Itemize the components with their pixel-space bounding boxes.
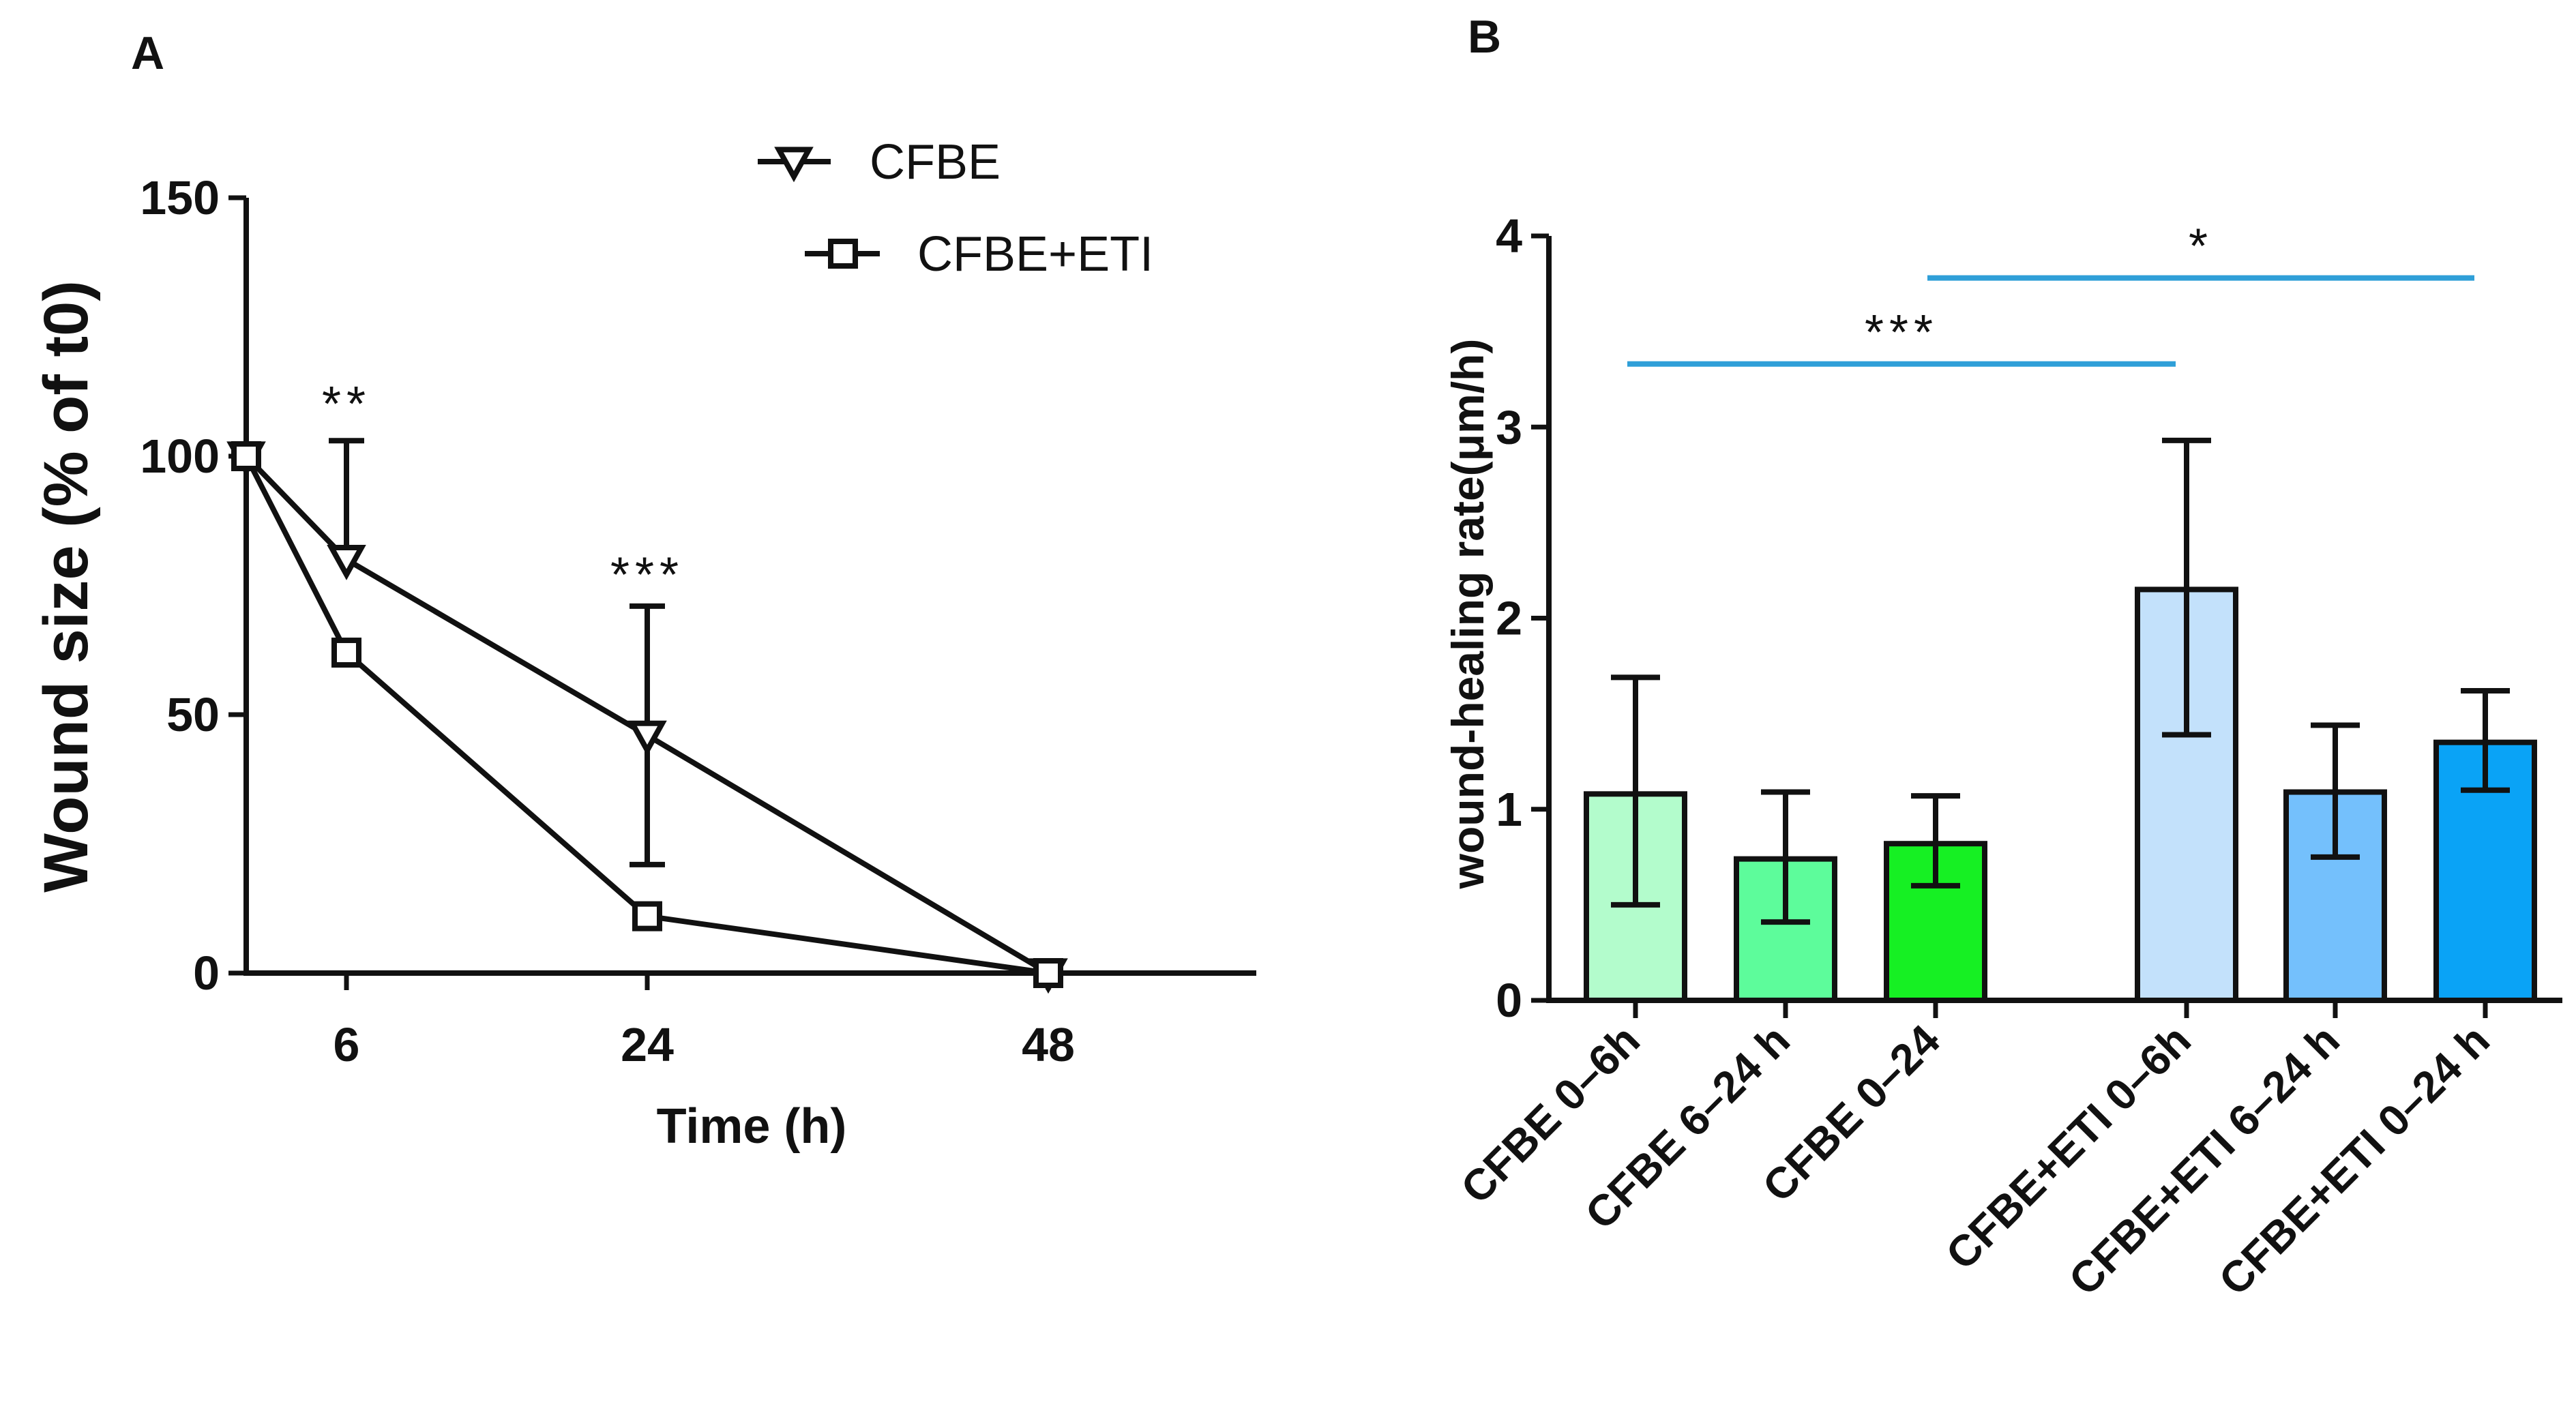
legend: CFBE CFBE+ETI	[758, 135, 1153, 282]
triangle-marker	[774, 147, 814, 183]
legend-label: CFBE	[870, 135, 1001, 190]
x-tick-label: 24	[621, 1018, 674, 1071]
significance-label: *	[2189, 220, 2213, 274]
series-line-cfbe	[244, 454, 1050, 976]
square-marker	[331, 638, 361, 668]
y-axis-label: Wound size (% of t0)	[31, 280, 101, 893]
significance-label: ***	[1865, 305, 1938, 360]
y-tick-label: 4	[1496, 209, 1522, 263]
significance-label: **	[322, 377, 371, 432]
series-line-cfbe-eti	[243, 455, 1049, 976]
y-tick-label: 1	[1496, 783, 1522, 836]
triangle-marker	[627, 720, 667, 756]
x-axis-label: Time (h)	[657, 1099, 847, 1154]
square-marker	[231, 441, 261, 471]
y-tick-label: 150	[140, 171, 220, 224]
legend-label: CFBE+ETI	[917, 227, 1153, 282]
square-marker	[632, 901, 662, 931]
y-axis-label: wound-healing rate(μm/h)	[1442, 339, 1493, 890]
panel-a-label: A	[131, 27, 164, 79]
square-marker	[1033, 958, 1063, 988]
panel-b-label: B	[1468, 11, 1501, 63]
y-tick-label: 0	[193, 946, 220, 1000]
y-tick-label: 3	[1496, 400, 1522, 453]
square-marker	[828, 239, 858, 269]
x-tick-label: CFBE+ETI 6–24 h	[2060, 1015, 2349, 1304]
x-tick-label: CFBE+ETI 0–6h	[1936, 1015, 2200, 1279]
x-tick-label: 48	[1022, 1018, 1075, 1071]
y-tick-label: 100	[140, 430, 220, 483]
y-tick-label: 50	[166, 688, 220, 741]
y-tick-label: 0	[1496, 974, 1522, 1027]
significance-label: ***	[610, 548, 684, 602]
triangle-marker	[327, 545, 366, 580]
x-tick-label: 6	[334, 1018, 360, 1071]
x-tick-label: CFBE+ETI 0–24 h	[2210, 1015, 2499, 1304]
y-tick-label: 2	[1496, 592, 1522, 645]
